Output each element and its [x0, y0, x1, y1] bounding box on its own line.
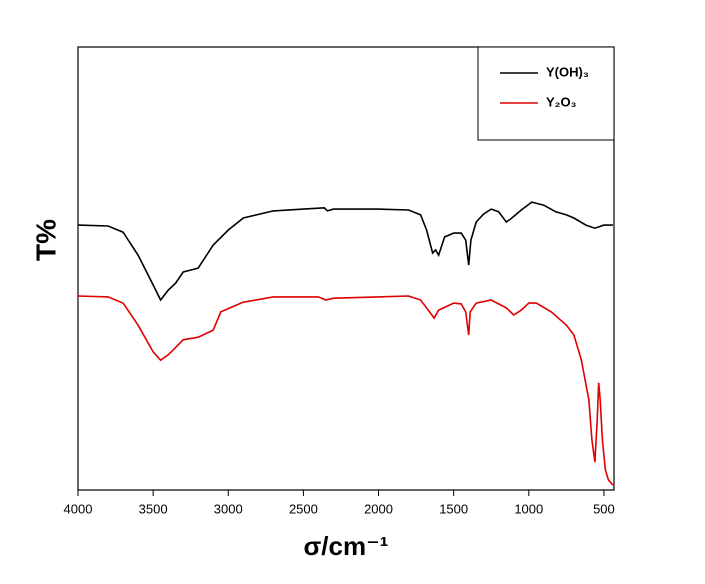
x-tick-label: 1500 — [439, 501, 468, 516]
x-axis-label: σ/cm⁻¹ — [304, 531, 389, 561]
x-tick-label: 1000 — [514, 501, 543, 516]
y-axis-label: T% — [30, 219, 61, 261]
legend-label: Y₂O₃ — [546, 94, 577, 109]
x-tick-label: 500 — [593, 501, 615, 516]
x-tick-label: 2000 — [364, 501, 393, 516]
plot-frame — [77, 46, 615, 491]
x-tick-label: 3000 — [214, 501, 243, 516]
x-tick-label: 3500 — [139, 501, 168, 516]
series-line — [77, 295, 614, 486]
series-line — [77, 201, 613, 302]
x-tick-label: 2500 — [289, 501, 318, 516]
x-tick-label: 4000 — [64, 501, 93, 516]
legend-box — [477, 46, 615, 141]
legend-label: Y(OH)₃ — [546, 64, 589, 79]
